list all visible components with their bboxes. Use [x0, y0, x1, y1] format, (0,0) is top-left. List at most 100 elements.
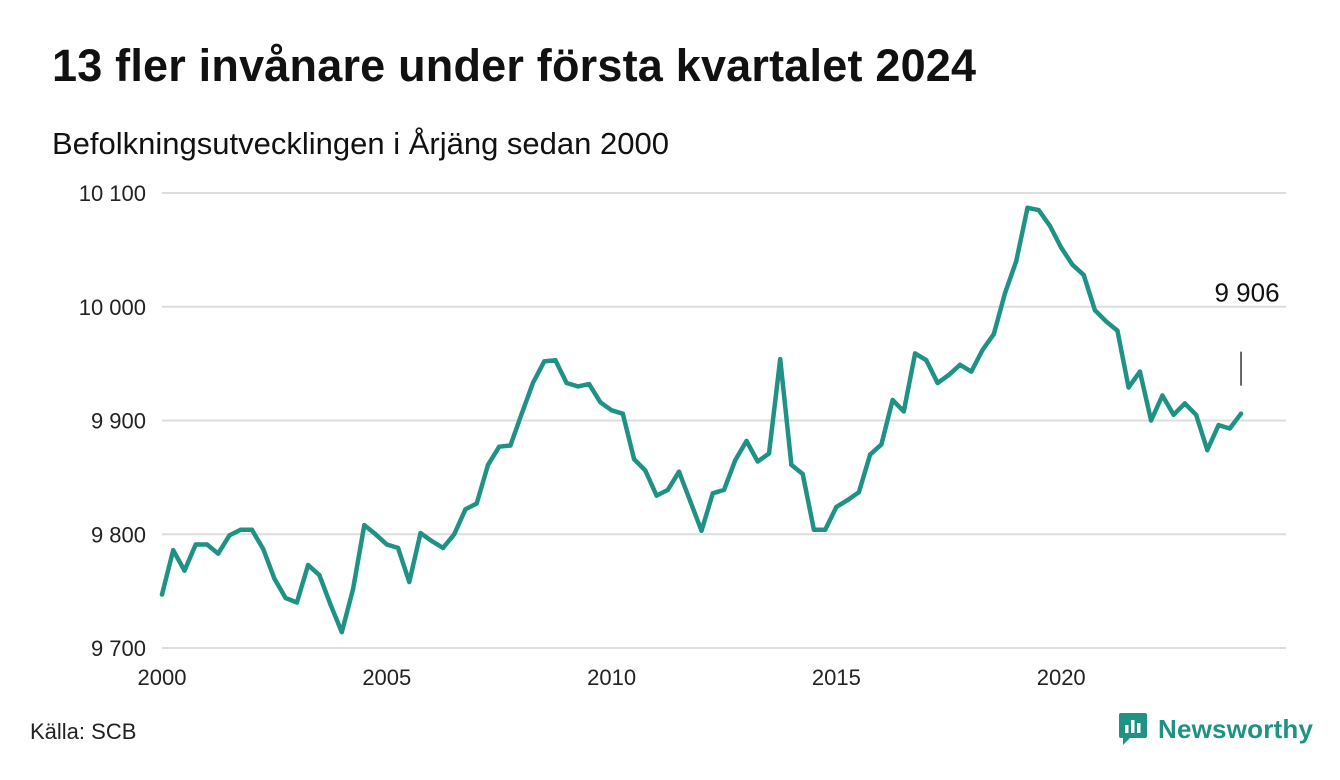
data-point: [339, 629, 344, 635]
data-point: [1092, 308, 1098, 313]
data-point: [1160, 393, 1165, 398]
data-point: [620, 411, 625, 416]
data-point: [1002, 290, 1008, 296]
data-point: [1104, 319, 1109, 324]
data-point: [1115, 328, 1120, 333]
data-point: [980, 347, 985, 353]
data-point: [699, 528, 704, 533]
series-layer: [159, 205, 1244, 635]
brand-name: Newsworthy: [1158, 713, 1314, 744]
data-point: [856, 490, 862, 495]
data-point: [1148, 418, 1154, 423]
x-tick-label: 2015: [812, 665, 861, 690]
data-point: [755, 459, 760, 464]
data-point: [676, 469, 682, 474]
data-point: [440, 545, 446, 551]
data-point: [1137, 369, 1143, 374]
data-point: [912, 351, 918, 356]
y-axis-ticks: 9 700 9 800 9 900 10 000 10 100: [79, 181, 146, 661]
data-point: [744, 438, 749, 444]
data-point: [721, 487, 727, 493]
y-tick-label: 10 000: [79, 295, 146, 320]
data-point: [879, 442, 884, 447]
data-point: [631, 457, 637, 462]
data-point: [1036, 207, 1041, 213]
data-point: [688, 499, 693, 504]
data-point: [508, 443, 513, 448]
data-point: [216, 551, 221, 556]
data-point: [1205, 447, 1210, 453]
data-point: [395, 545, 401, 551]
data-point: [328, 602, 333, 607]
data-point: [564, 380, 569, 386]
data-point: [1081, 272, 1086, 278]
data-point: [418, 530, 423, 536]
y-tick-label: 9 900: [91, 409, 146, 434]
data-point: [384, 542, 389, 547]
gridlines: [162, 192, 1286, 649]
chart-title: 13 fler invånare under första kvartalet …: [52, 40, 977, 91]
data-point: [272, 576, 277, 581]
newsworthy-logo-icon: [1119, 713, 1147, 745]
data-point: [766, 451, 772, 456]
data-point: [733, 458, 738, 463]
data-point: [182, 568, 187, 573]
data-point: [609, 408, 614, 413]
data-point: [452, 532, 457, 537]
data-point: [710, 491, 715, 496]
data-point: [598, 400, 603, 405]
data-point: [429, 538, 434, 544]
data-point: [193, 542, 198, 547]
data-point: [901, 409, 906, 414]
data-point: [1014, 259, 1019, 264]
x-tick-label: 2000: [138, 665, 187, 690]
data-point: [474, 501, 479, 506]
data-point: [497, 444, 502, 449]
data-point: [553, 358, 558, 363]
data-point: [957, 362, 963, 367]
data-point: [811, 527, 817, 532]
data-point: [643, 468, 648, 473]
x-tick-label: 2010: [587, 665, 636, 690]
x-tick-label: 2005: [362, 665, 411, 690]
data-point: [1182, 401, 1188, 406]
data-point: [171, 548, 176, 553]
brand: Newsworthy: [1118, 712, 1313, 746]
chart-subtitle: Befolkningsutvecklingen i Årjäng sedan 2…: [52, 126, 669, 161]
data-point: [1126, 385, 1131, 390]
data-point: [463, 507, 468, 512]
data-point: [969, 369, 974, 374]
y-tick-label: 10 100: [79, 181, 146, 206]
data-point: [204, 542, 210, 547]
data-point: [238, 527, 243, 532]
data-point: [991, 331, 996, 337]
data-point: [823, 527, 828, 532]
data-point: [800, 471, 805, 477]
data-point: [1193, 412, 1199, 417]
y-tick-label: 9 700: [91, 636, 146, 661]
data-point: [1059, 245, 1064, 250]
annotation-layer: 9 906: [1215, 278, 1280, 386]
data-point: [924, 358, 929, 363]
data-point: [834, 504, 839, 510]
source-note: Källa: SCB: [30, 719, 137, 744]
data-point: [373, 532, 378, 537]
data-point: [946, 372, 951, 378]
data-point: [845, 497, 850, 503]
data-point: [1025, 205, 1030, 210]
data-point: [261, 546, 266, 552]
data-point: [778, 356, 783, 362]
x-tick-label: 2020: [1037, 665, 1086, 690]
data-point: [867, 452, 873, 457]
data-point: [519, 411, 524, 416]
data-point: [485, 462, 491, 468]
data-point: [935, 380, 940, 386]
data-point: [575, 384, 581, 389]
data-point: [283, 595, 288, 601]
data-point: [294, 600, 300, 605]
data-point: [1047, 223, 1053, 229]
data-point: [249, 527, 255, 532]
data-point: [1171, 412, 1176, 417]
data-point: [407, 579, 412, 585]
